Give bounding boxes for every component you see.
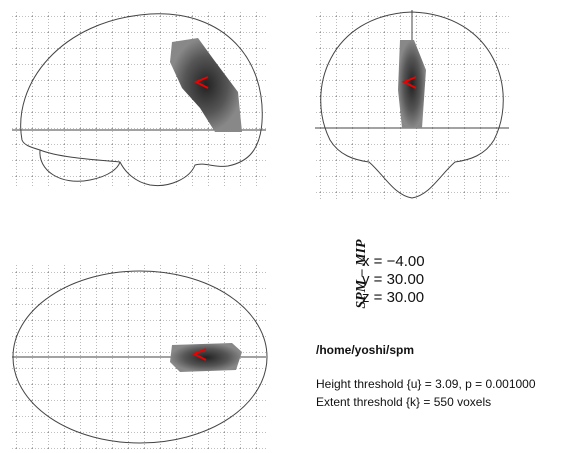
coordinate: x = −4.00 bbox=[362, 253, 425, 270]
coronal-view bbox=[315, 10, 509, 200]
file-path: /home/yoshi/spm bbox=[316, 343, 415, 357]
sagittal-view bbox=[12, 10, 266, 188]
threshold: Extent threshold {k} = 550 voxels bbox=[316, 395, 492, 409]
coordinate: y = 30.00 bbox=[362, 271, 425, 288]
threshold: Height threshold {u} = 3.09, p = 0.00100… bbox=[316, 377, 536, 391]
coordinate: z = 30.00 bbox=[362, 289, 425, 306]
axial-view bbox=[12, 263, 268, 451]
